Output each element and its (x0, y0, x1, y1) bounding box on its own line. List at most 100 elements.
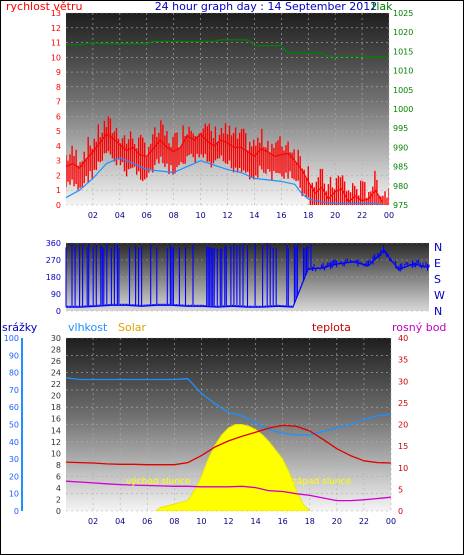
humidity-tick-label: 16 (51, 415, 61, 424)
compass-tick-label: E (434, 257, 441, 270)
x-tick-label: 04 (115, 517, 125, 526)
grid (66, 337, 392, 512)
x-tick-label: 08 (169, 517, 179, 526)
humidity-tick-label: 20 (51, 392, 61, 401)
wind-tick-label: 12 (51, 24, 61, 33)
pressure-tick-label: 1020 (393, 28, 413, 37)
pressure-axis-ticks: 975 980 985 990 995 1000 1005 1010 1015 1020 1025 (393, 9, 413, 210)
x-tick-label: 06 (142, 211, 152, 220)
x-tick-label: 00 (384, 211, 394, 220)
rain-tick-label: 20 (9, 472, 19, 481)
x-tick-label: 10 (195, 211, 205, 220)
x-axis-ticks: 02 04 06 08 10 12 14 16 18 20 22 00 (88, 211, 394, 220)
wind-tick-label: 10 (51, 53, 61, 62)
dewpoint-axis-label: rosný bod (392, 321, 446, 334)
pressure-tick-label: 1015 (393, 47, 413, 56)
direction-series (65, 243, 430, 308)
x-tick-label: 02 (88, 211, 98, 220)
pressure-tick-label: 1010 (393, 67, 413, 76)
temperature-line (66, 424, 391, 466)
wind-tick-label: 2 (56, 171, 61, 180)
humidity-axis-label: vlhkost (68, 321, 108, 334)
pressure-tick-label: 975 (393, 201, 408, 210)
wind-tick-label: 3 (56, 157, 61, 166)
wind-tick-label: 13 (51, 9, 61, 18)
rain-tick-label: 100 (4, 334, 19, 343)
pressure-line (66, 39, 389, 58)
wind-speed-line (66, 133, 383, 203)
humidity-tick-label: 8 (56, 461, 61, 470)
direction-degree-ticks: 0 90 180 270 360 (46, 239, 61, 316)
rain-axis-ticks: 0 10 20 30 40 50 60 70 80 90 100 (4, 334, 23, 516)
wind-tick-label: 4 (56, 142, 61, 151)
temperature-tick-label: 15 (398, 442, 408, 451)
humidity-series (66, 377, 391, 436)
rain-tick-label: 0 (14, 507, 19, 516)
rain-tick-label: 90 (9, 351, 19, 360)
temperature-tick-label: 25 (398, 399, 408, 408)
direction-tick-label: 90 (51, 290, 61, 299)
x-tick-label: 06 (142, 517, 152, 526)
x-tick-label: 16 (278, 517, 288, 526)
compass-tick-label: S (434, 273, 441, 286)
rain-tick-label: 10 (9, 490, 19, 499)
solar-series (154, 424, 311, 511)
x-tick-label: 18 (303, 211, 313, 220)
temperature-tick-label: 10 (398, 464, 408, 473)
x-axis-ticks: 02 04 06 08 10 12 14 16 18 20 22 00 (88, 517, 396, 526)
x-tick-label: 04 (115, 211, 125, 220)
temperature-tick-label: 40 (398, 334, 408, 343)
wind-average-line (66, 157, 383, 205)
x-tick-label: 22 (357, 211, 367, 220)
humidity-tick-label: 18 (51, 403, 61, 412)
direction-tick-label: 180 (46, 273, 61, 282)
wind-tick-label: 7 (56, 98, 61, 107)
rain-tick-label: 30 (9, 455, 19, 464)
direction-tick-label: 0 (56, 307, 61, 316)
temperature-tick-label: 35 (398, 356, 408, 365)
solar-axis-label: Solar (118, 321, 147, 334)
temperature-axis-label: teplota (312, 321, 351, 334)
direction-tick-label: 270 (46, 256, 61, 265)
pressure-tick-label: 990 (393, 143, 408, 152)
pressure-tick-label: 1005 (393, 86, 413, 95)
humidity-tick-label: 2 (56, 495, 61, 504)
x-tick-label: 08 (169, 211, 179, 220)
humidity-line (66, 377, 391, 436)
x-tick-label: 22 (359, 517, 369, 526)
x-tick-label: 14 (250, 517, 260, 526)
pressure-tick-label: 1000 (393, 105, 413, 114)
dewpoint-line (66, 480, 391, 502)
humidity-tick-label: 30 (51, 334, 61, 343)
sunset-annotation: západ slunce (292, 477, 352, 487)
wind-average-series (66, 157, 383, 205)
rain-tick-label: 60 (9, 403, 19, 412)
rain-tick-label: 70 (9, 386, 19, 395)
temperature-axis-ticks: 0 5 10 15 20 25 30 35 40 (398, 334, 408, 516)
x-tick-label: 10 (196, 517, 206, 526)
temperature-tick-label: 0 (398, 507, 403, 516)
wind-tick-label: 8 (56, 83, 61, 92)
x-tick-label: 12 (223, 517, 233, 526)
wind-tick-label: 1 (56, 186, 61, 195)
humidity-tick-label: 28 (51, 346, 61, 355)
x-tick-label: 20 (330, 211, 340, 220)
temperature-tick-label: 20 (398, 421, 408, 430)
wind-tick-label: 11 (51, 39, 61, 48)
temperature-tick-label: 5 (398, 485, 403, 494)
compass-tick-label: N (434, 241, 442, 254)
humidity-tick-label: 12 (51, 438, 61, 447)
chart-title: 24 hour graph day : 14 September 2012 (155, 0, 378, 13)
pressure-axis-label: tlak (372, 0, 393, 13)
x-tick-label: 12 (222, 211, 232, 220)
x-tick-label: 00 (386, 517, 396, 526)
wind-series (66, 116, 389, 205)
x-tick-label: 18 (305, 517, 315, 526)
pressure-tick-label: 980 (393, 182, 408, 191)
